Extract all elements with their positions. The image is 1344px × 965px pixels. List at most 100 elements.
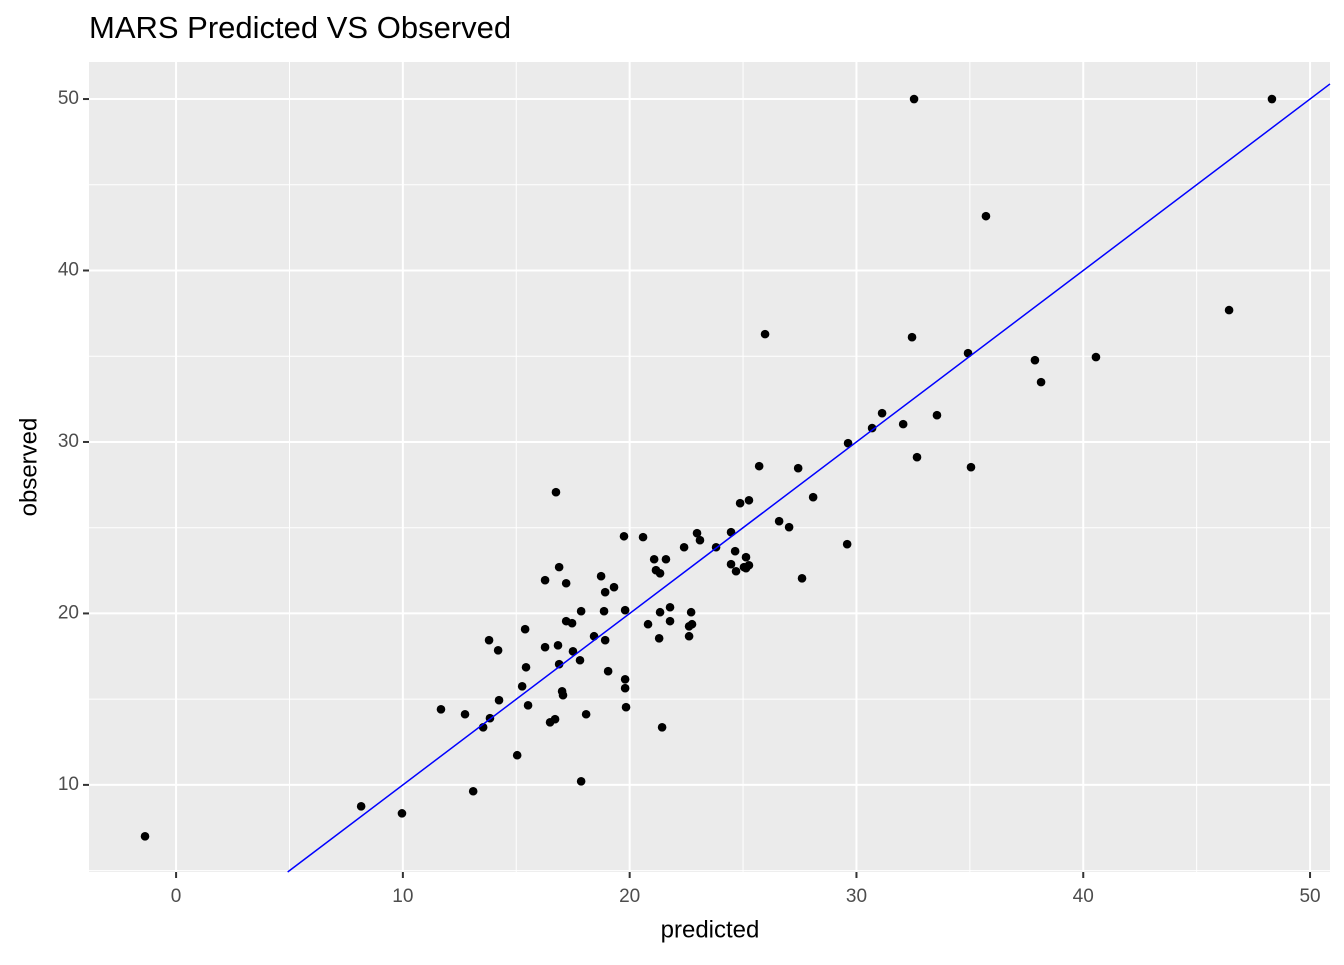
point (684, 631, 694, 641)
y-axis-label: observed (15, 418, 42, 517)
point (575, 655, 585, 665)
point (793, 463, 803, 473)
point (561, 578, 571, 588)
point (540, 642, 550, 652)
point (981, 211, 991, 221)
x-tick-label: 0 (171, 886, 182, 907)
point (649, 554, 659, 564)
point (512, 750, 522, 760)
point (596, 571, 606, 581)
point (558, 690, 568, 700)
point (589, 631, 599, 641)
point (655, 569, 665, 578)
point (397, 809, 407, 818)
y-tick-label: 40 (58, 260, 79, 281)
point (784, 522, 794, 532)
point (679, 542, 689, 552)
point (695, 535, 705, 545)
point (550, 714, 560, 724)
chart-title: MARS Predicted VS Observed (89, 10, 511, 45)
point (842, 539, 852, 549)
point (774, 516, 784, 526)
point (517, 682, 527, 691)
point (620, 605, 630, 615)
point (600, 635, 610, 645)
point (603, 666, 613, 676)
point (909, 94, 919, 104)
point (460, 709, 470, 719)
point (797, 573, 807, 583)
x-tick-label: 40 (1073, 886, 1094, 907)
point (744, 560, 754, 570)
point (643, 619, 653, 629)
point (655, 607, 665, 617)
point (638, 532, 648, 542)
point (568, 647, 578, 656)
point (576, 776, 586, 786)
point (1091, 352, 1101, 362)
x-axis-label: predicted (661, 916, 760, 943)
point (907, 332, 917, 342)
point (581, 709, 591, 719)
point (665, 616, 675, 626)
point (619, 531, 629, 541)
y-tick-label: 50 (58, 88, 79, 109)
point (356, 802, 366, 811)
point (493, 645, 503, 655)
point (576, 606, 586, 616)
point (554, 562, 564, 572)
point (553, 641, 563, 650)
point (754, 461, 764, 471)
point (808, 492, 818, 502)
point (520, 624, 530, 634)
point (966, 462, 976, 472)
point (567, 618, 577, 628)
point (912, 452, 922, 462)
point (1224, 305, 1234, 315)
point (494, 695, 504, 705)
x-tick-label: 50 (1299, 886, 1320, 907)
point (540, 575, 550, 585)
point (687, 619, 697, 629)
x-tick-label: 10 (392, 886, 413, 907)
point (744, 495, 754, 505)
point (661, 554, 671, 564)
point (1030, 355, 1040, 365)
point (468, 786, 478, 796)
point (609, 582, 619, 592)
point (877, 408, 887, 418)
point (1267, 94, 1277, 104)
point (898, 419, 908, 429)
point (843, 438, 853, 448)
point (600, 587, 610, 597)
point (665, 602, 675, 612)
point (741, 552, 751, 562)
point (932, 410, 942, 420)
y-tick-label: 20 (58, 602, 79, 623)
point (484, 635, 494, 645)
y-tick-label: 10 (58, 774, 79, 795)
point (735, 498, 745, 508)
point (436, 704, 446, 714)
x-tick-label: 30 (846, 886, 867, 907)
point (621, 702, 631, 712)
point (730, 546, 740, 556)
point (760, 329, 770, 339)
point (140, 832, 150, 841)
point (554, 659, 564, 669)
x-tick-label: 20 (619, 886, 640, 907)
point (692, 528, 702, 538)
point (620, 674, 630, 684)
point (521, 662, 531, 672)
y-tick-label: 30 (58, 431, 79, 452)
plot-panel (89, 62, 1330, 872)
point (1036, 377, 1046, 387)
point (551, 487, 561, 497)
point (523, 701, 533, 710)
point (726, 559, 736, 569)
point (654, 633, 664, 643)
reference-line (287, 83, 1331, 873)
point (620, 683, 630, 693)
